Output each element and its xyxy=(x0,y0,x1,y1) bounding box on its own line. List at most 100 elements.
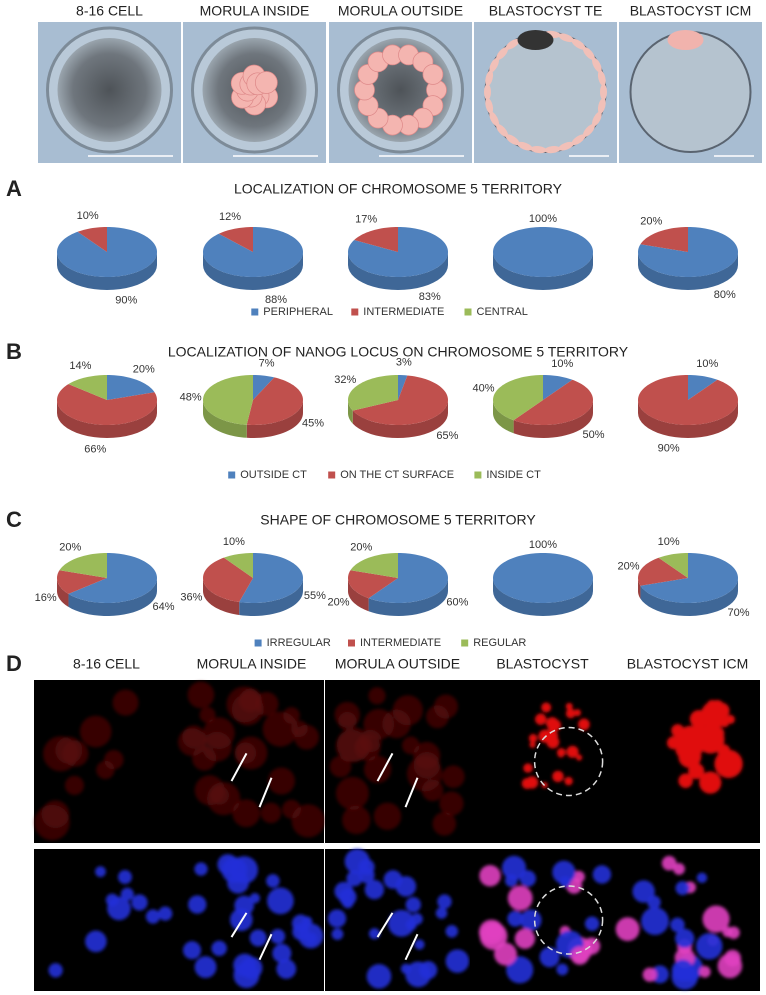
nucleus xyxy=(479,922,508,950)
nucleus xyxy=(327,909,347,928)
pie-value-label: 17% xyxy=(355,214,377,226)
pie-side xyxy=(352,400,448,438)
nucleus xyxy=(405,961,432,988)
pie-slice xyxy=(218,227,253,252)
nucleus xyxy=(675,928,695,949)
nucleus xyxy=(249,892,261,904)
image-label: BLASTOCYST TE xyxy=(489,3,603,19)
nucleus xyxy=(414,939,425,950)
pie-slice xyxy=(348,570,398,599)
te-cell xyxy=(597,70,606,86)
nucleus xyxy=(405,897,421,913)
signal xyxy=(714,749,743,779)
nucleus xyxy=(145,909,161,924)
legend-swatch xyxy=(348,639,355,647)
panel-letter: B xyxy=(6,339,22,364)
signal xyxy=(232,799,261,828)
pie-slice xyxy=(543,375,573,400)
nucleus xyxy=(584,916,600,931)
te-cell xyxy=(592,111,602,127)
signal xyxy=(565,702,573,710)
te-cell xyxy=(484,84,491,100)
te-cell xyxy=(571,134,586,146)
pie-slice xyxy=(57,570,107,594)
pie-side xyxy=(348,578,369,612)
signal xyxy=(338,711,357,731)
nucleus xyxy=(95,866,106,878)
nucleus xyxy=(539,947,560,968)
nucleus xyxy=(346,870,363,887)
nucleus xyxy=(366,964,392,989)
signal xyxy=(678,773,693,789)
image-label: MORULA OUTSIDE xyxy=(335,656,460,672)
nucleus xyxy=(661,855,677,871)
nucleus xyxy=(364,879,385,900)
pie-value-label: 83% xyxy=(419,291,441,303)
image-label: 8-16 CELL xyxy=(76,3,143,19)
nucleus xyxy=(437,894,452,909)
pie-slice xyxy=(493,375,543,421)
nucleus xyxy=(632,880,655,903)
pie-value-label: 10% xyxy=(696,358,718,370)
chart-title: SHAPE OF CHROMOSOME 5 TERRITORY xyxy=(260,512,536,528)
signal xyxy=(529,741,536,748)
pie-side xyxy=(57,400,157,438)
signal xyxy=(697,724,705,732)
pie-slice xyxy=(77,227,107,252)
legend-swatch xyxy=(461,639,469,647)
legend-swatch xyxy=(328,471,336,479)
nucleus xyxy=(507,885,533,911)
nucleus xyxy=(117,870,133,885)
cells xyxy=(615,855,743,990)
pie-side xyxy=(493,578,593,616)
signal xyxy=(557,750,565,758)
nucleus xyxy=(387,909,415,937)
nucleus xyxy=(696,872,708,884)
legend-label: OUTSIDE CT xyxy=(240,469,307,481)
nucleus xyxy=(194,956,217,979)
arrow xyxy=(230,912,248,938)
legend-label: CENTRAL xyxy=(477,306,528,318)
nucleus xyxy=(342,896,354,909)
signal xyxy=(283,707,300,724)
pie-slice xyxy=(688,375,718,400)
nucleus xyxy=(48,963,63,978)
pie-slice xyxy=(57,384,157,425)
pie-slice xyxy=(107,375,155,400)
nucleus xyxy=(400,963,412,974)
signal xyxy=(700,702,727,730)
pie-value-label: 80% xyxy=(714,289,736,301)
signal xyxy=(547,724,554,731)
signal xyxy=(688,763,705,780)
cells xyxy=(177,681,325,838)
nucleus xyxy=(556,963,569,976)
pie-value-label: 90% xyxy=(658,443,680,455)
pie-value-label: 60% xyxy=(446,596,468,608)
icm xyxy=(667,30,704,50)
region-outline xyxy=(533,726,604,797)
te-cell xyxy=(496,47,509,60)
legend-swatch xyxy=(228,471,236,479)
nucleus xyxy=(331,928,344,941)
legend-label: IRREGULAR xyxy=(267,637,331,649)
arrow xyxy=(230,752,248,782)
pie-slice xyxy=(640,553,738,603)
nucleus xyxy=(570,946,590,965)
te-cell xyxy=(517,141,533,151)
image-label: BLASTOCYST xyxy=(496,656,589,672)
pie-slice xyxy=(59,553,107,578)
te-cell xyxy=(485,98,494,114)
pie-side xyxy=(493,252,593,290)
pie-value-label: 20% xyxy=(328,596,350,608)
pie-side xyxy=(493,400,514,434)
signal xyxy=(112,689,139,716)
signal xyxy=(187,681,215,709)
cell-highlight xyxy=(254,71,278,94)
signal xyxy=(192,746,217,771)
cells xyxy=(34,689,139,841)
pie-side xyxy=(57,578,69,607)
nucleus xyxy=(233,953,257,977)
nucleus xyxy=(445,949,470,973)
pie-value-label: 40% xyxy=(473,382,495,394)
pie-value-label: 14% xyxy=(69,360,91,372)
